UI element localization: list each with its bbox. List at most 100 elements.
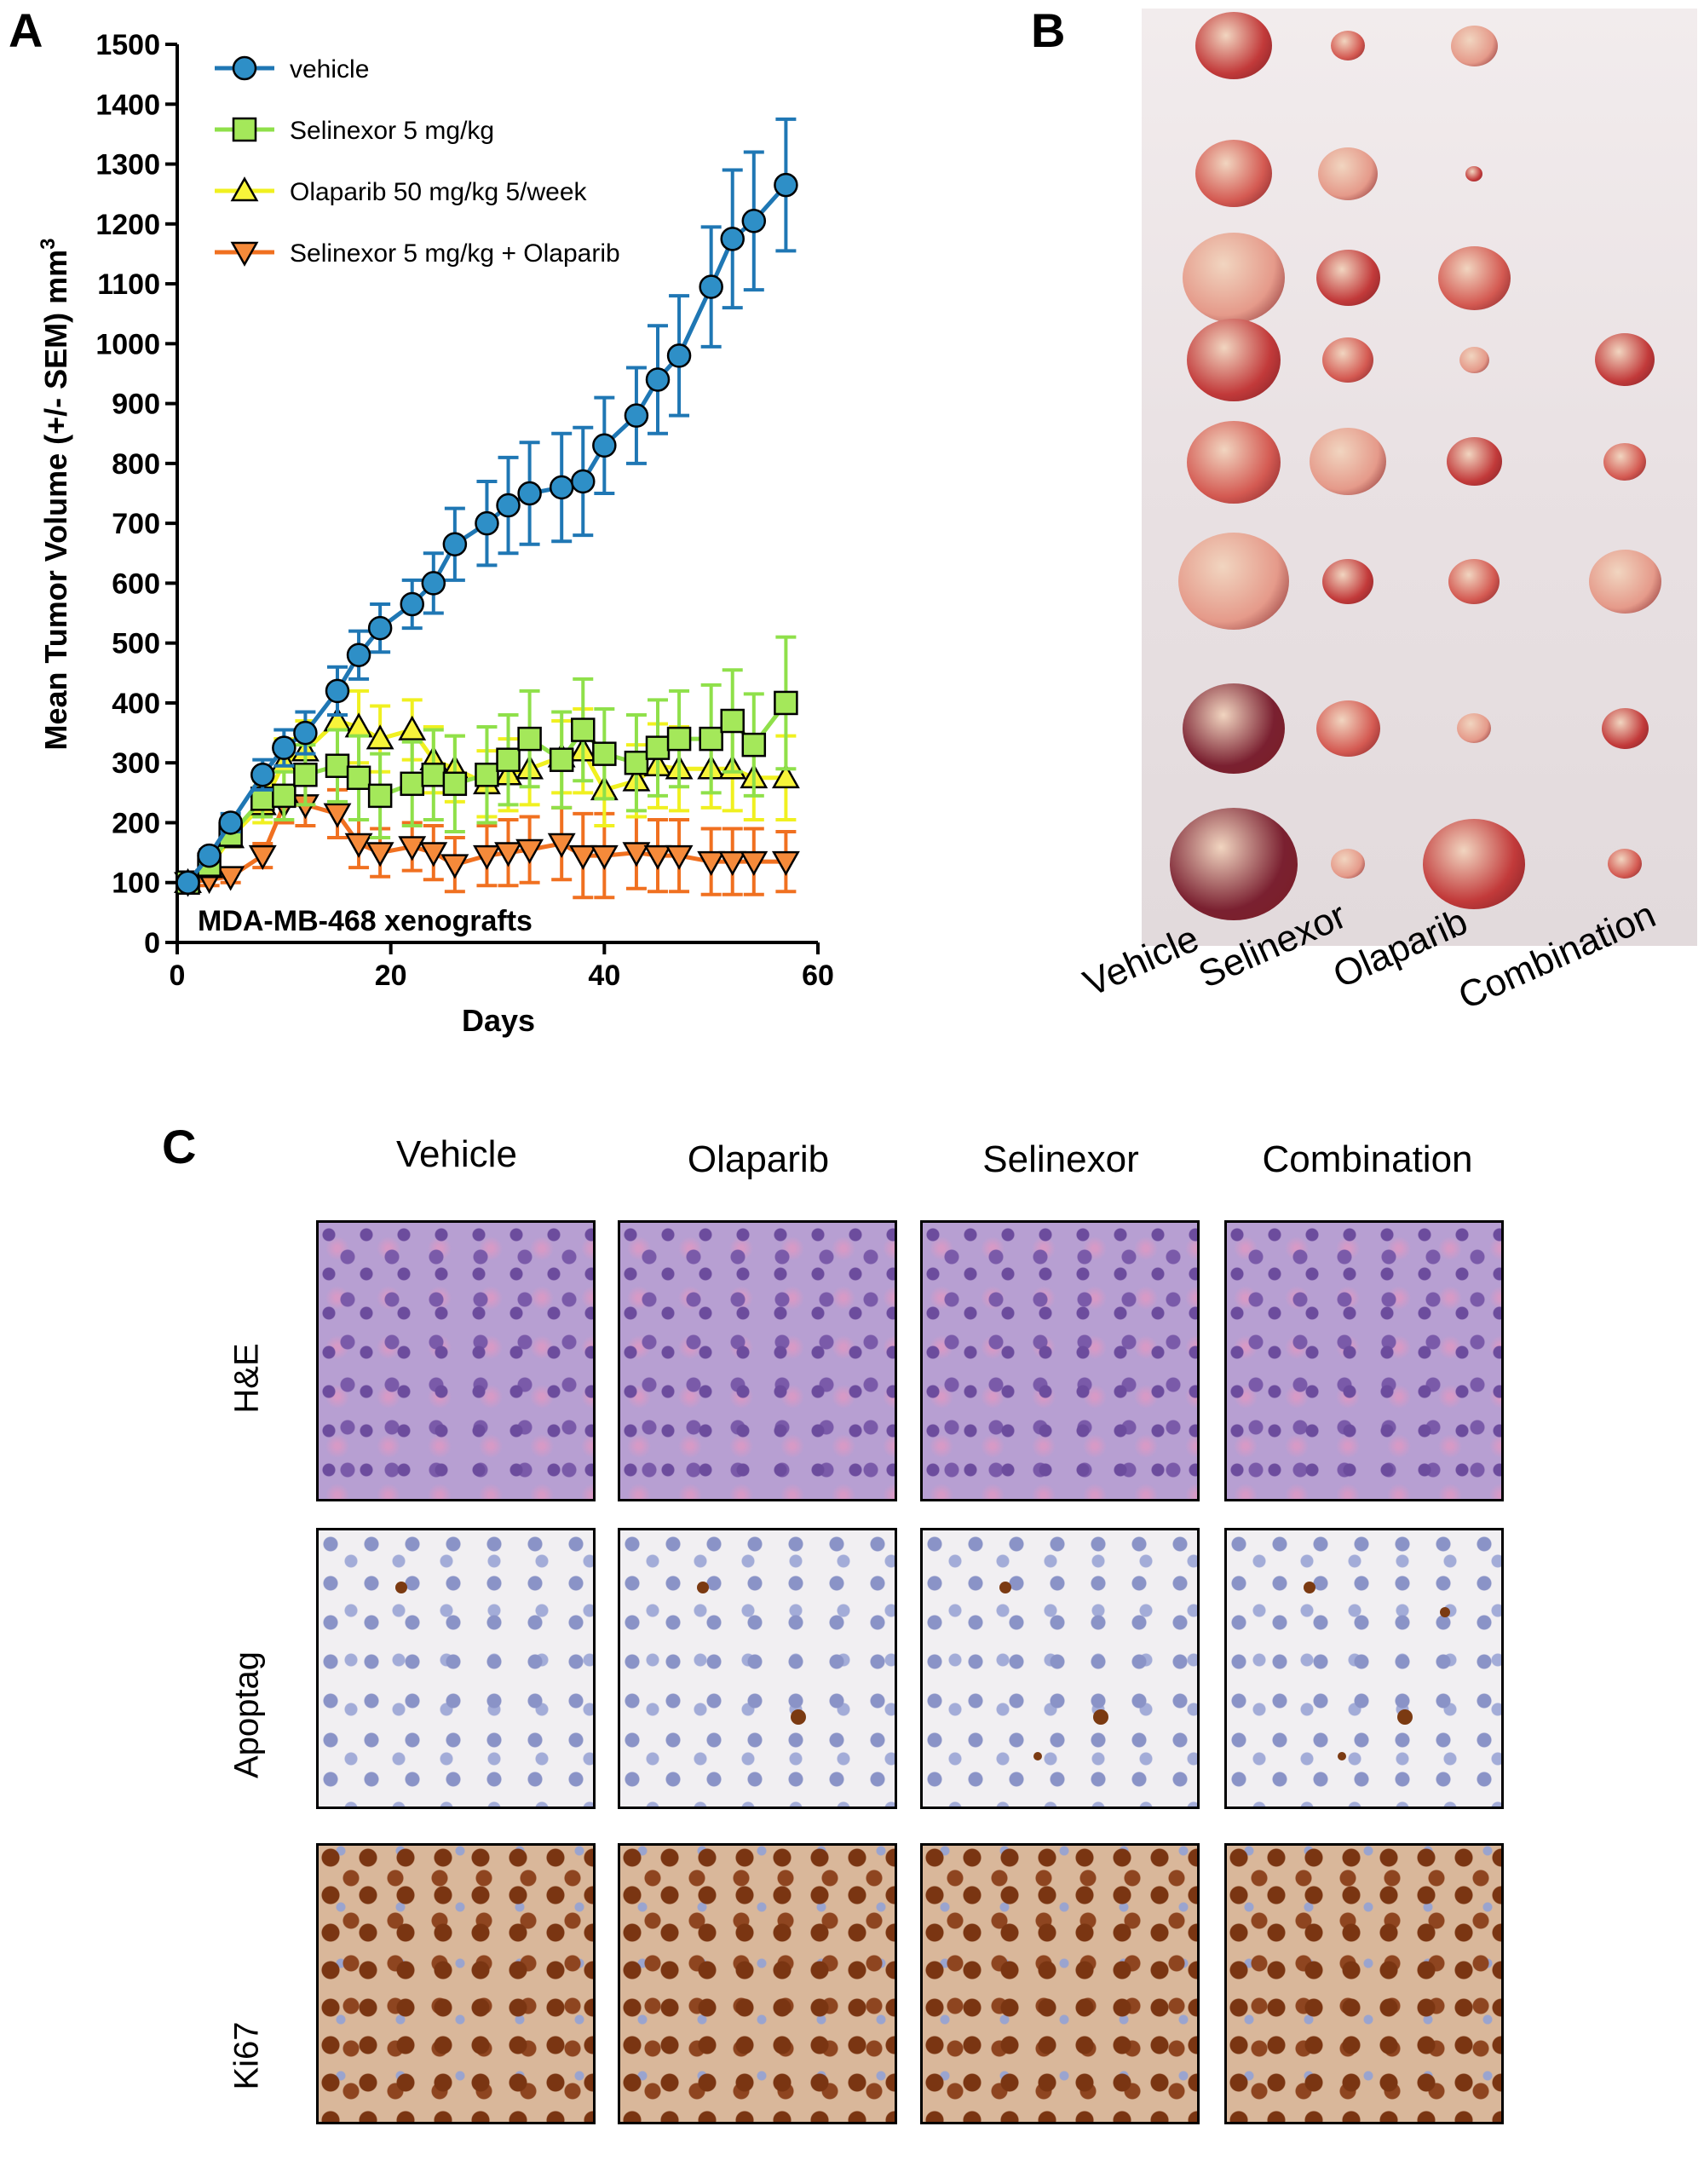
histology-image-ki67-vehicle [316,1843,596,2124]
y-tick-label: 400 [112,688,160,720]
apoptotic-cell [1440,1607,1450,1617]
data-point [218,810,243,835]
y-tick-label: 800 [112,448,160,481]
data-point [774,172,798,198]
x-tick-label: 40 [588,959,620,992]
data-point [346,643,371,667]
tumor-sample [1195,140,1272,208]
apoptotic-cell [697,1582,709,1593]
data-point [666,726,692,752]
tumor-sample [1446,437,1502,487]
data-point [248,844,277,870]
data-point [568,844,597,870]
y-tick-label: 0 [144,927,160,959]
y-tick-label: 1100 [97,268,160,301]
data-point [571,469,596,494]
column-header-selinexor: Selinexor [982,1138,1139,1180]
data-point [400,771,424,797]
y-axis-title-text: Mean Tumor Volume (+/- SEM) mm [38,250,73,751]
data-point [250,763,275,787]
data-point [344,833,373,858]
legend-marker [232,117,257,142]
histology-image-ki67-combination [1224,1843,1504,2124]
chart-annotation: MDA-MB-468 xenografts [198,905,532,937]
panel-label-b: B [1031,3,1066,57]
data-point [216,866,245,891]
tumor-sample [1448,558,1500,604]
tumor-sample [1459,346,1489,373]
tumor-sample [1603,443,1646,481]
histology-image-he-selinexor [920,1220,1200,1501]
apoptotic-cell [395,1582,407,1593]
data-point [592,741,617,766]
tumor-sample [1423,819,1525,910]
legend-marker [230,176,259,202]
column-header-combination: Combination [1262,1138,1473,1180]
data-point [624,750,649,775]
data-point [741,732,767,758]
y-tick-label: 200 [112,807,160,839]
tumor-sample [1183,683,1285,775]
chart-axes: 0100200300400500600700800900100011001200… [95,29,834,992]
tumor-sample [1450,25,1498,66]
data-point [325,678,350,704]
x-tick-label: 20 [375,959,407,992]
x-axis-title: Days [462,1003,535,1038]
legend-label: Olaparib 50 mg/kg 5/week [290,178,588,206]
data-point [771,763,800,789]
tumor-sample [1608,849,1642,879]
data-point [666,343,692,368]
data-point [442,532,468,556]
tumor-sample [1437,245,1511,310]
data-point [592,433,617,458]
panel-label-c: C [162,1120,197,1173]
data-point [323,803,352,828]
tumor-sample [1195,12,1272,80]
data-point [325,753,350,778]
data-point [643,844,672,870]
y-tick-label: 500 [112,628,160,660]
data-point [665,844,694,870]
legend-marker [230,241,259,267]
data-point [398,836,427,861]
tumor-sample [1318,147,1378,201]
data-point [699,726,723,752]
column-header-olaparib: Olaparib [687,1138,830,1180]
data-point [293,763,318,787]
y-tick-label: 1400 [95,89,160,121]
column-header-vehicle: Vehicle [396,1133,517,1175]
data-point [645,735,671,760]
chart-legend: vehicle Selinexor 5 mg/kg Olaparib 50 mg/k… [215,55,620,268]
y-tick-label: 100 [112,867,160,900]
legend-label: Selinexor 5 mg/kg [290,117,494,145]
tumor-photo [1142,9,1697,946]
series-0 [176,117,798,895]
data-point [346,765,371,791]
data-point [590,844,619,870]
data-point [571,717,596,742]
tumor-sample [1322,337,1373,383]
y-tick-label: 1300 [95,149,160,182]
data-point [475,763,499,787]
data-point [774,690,798,716]
data-point [272,735,296,760]
data-point [272,783,296,809]
data-point [622,842,651,867]
tumor-volume-chart: 0100200300400500600700800900100011001200… [37,29,834,1038]
chart-series [174,117,800,900]
histology-image-he-vehicle [316,1220,596,1501]
row-label-ki67: Ki67 [227,2021,266,2090]
y-tick-label: 700 [112,508,160,540]
apoptotic-cell [1033,1752,1042,1760]
data-point [699,274,723,299]
data-point [366,724,394,750]
tumor-sample [1187,420,1281,504]
tumor-sample [1310,428,1386,496]
data-point [517,726,542,752]
data-point [421,763,446,787]
data-point [547,833,576,858]
data-point [293,720,318,746]
data-point [549,475,574,500]
panel-label-a: A [9,3,43,57]
data-point [718,850,747,876]
